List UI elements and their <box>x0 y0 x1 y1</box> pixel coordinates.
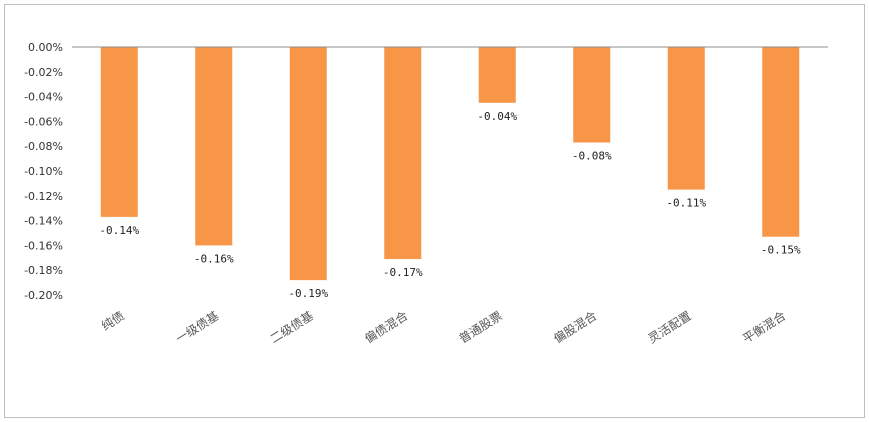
data-label: -0.04% <box>477 110 517 123</box>
y-tick-label: -0.02% <box>24 66 63 79</box>
y-tick-label: -0.18% <box>24 264 63 277</box>
data-label: -0.16% <box>194 252 234 265</box>
y-tick-label: -0.16% <box>24 239 63 252</box>
category-label: 偏债混合 <box>362 308 411 346</box>
bar <box>573 47 611 143</box>
data-label: -0.17% <box>383 266 423 279</box>
bar <box>100 47 138 217</box>
bar <box>762 47 800 237</box>
category-label: 一级债基 <box>173 309 221 346</box>
y-tick-label: -0.14% <box>24 215 63 228</box>
category-labels: 纯债 一级债基 二级债基 偏债混合 普通股票 偏股混合 灵活配置 平衡混合 <box>99 308 788 346</box>
data-label: -0.11% <box>666 197 706 210</box>
y-tick-label: -0.06% <box>24 115 63 128</box>
data-label: -0.14% <box>99 224 139 237</box>
data-labels: -0.14% -0.16% -0.19% -0.17% -0.04% -0.08% -0.1… <box>99 110 801 300</box>
data-label: -0.08% <box>572 149 612 162</box>
bar <box>478 47 516 103</box>
bar <box>195 47 233 246</box>
bar <box>384 47 422 260</box>
chart-frame <box>4 4 865 418</box>
data-label: -0.15% <box>761 244 801 257</box>
y-tick-label: -0.08% <box>24 140 63 153</box>
y-tick-label: -0.12% <box>24 190 63 203</box>
y-tick-label: 0.00% <box>28 41 63 54</box>
category-label: 偏股混合 <box>551 308 600 346</box>
bar <box>667 47 705 190</box>
y-tick-label: -0.10% <box>24 165 63 178</box>
bar <box>289 47 327 281</box>
category-label: 灵活配置 <box>646 309 694 346</box>
category-label: 纯债 <box>99 309 127 334</box>
y-axis: 0.00% -0.02% -0.04% -0.06% -0.08% -0.10% -0.12… <box>24 41 63 302</box>
category-label: 二级债基 <box>268 309 316 346</box>
category-label: 平衡混合 <box>740 308 789 346</box>
bars <box>100 47 800 281</box>
data-label: -0.19% <box>288 287 328 300</box>
y-tick-label: -0.20% <box>24 289 63 302</box>
category-label: 普通股票 <box>457 309 505 346</box>
y-tick-label: -0.04% <box>24 91 63 104</box>
